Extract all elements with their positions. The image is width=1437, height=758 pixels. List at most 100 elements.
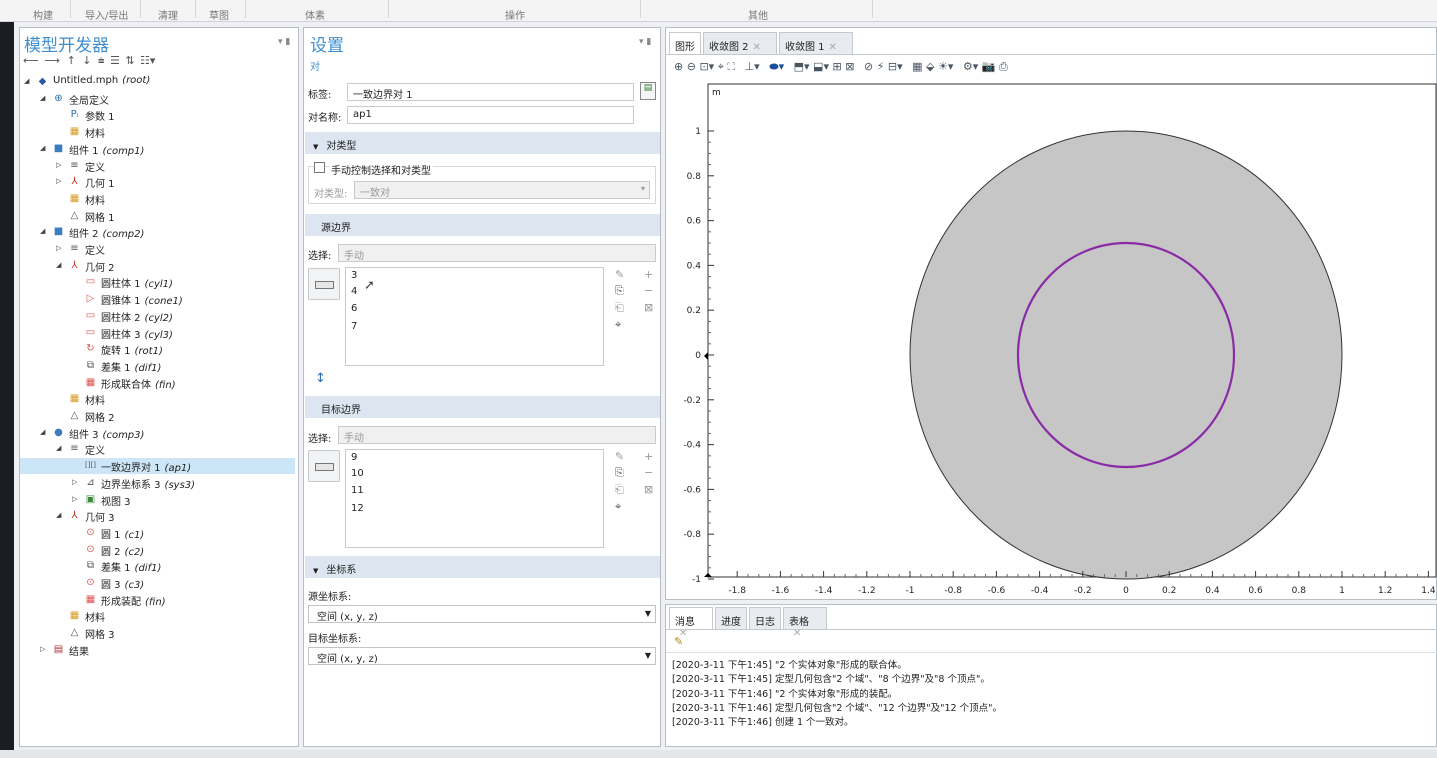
source-activate-button[interactable]: [308, 268, 340, 300]
tree-item[interactable]: ▷ ≡ 定义: [20, 241, 295, 257]
clear-selection-icon[interactable]: ⊠: [845, 60, 855, 73]
tree-item[interactable]: [][] 一致边界对 1 (ap1): [20, 458, 295, 475]
zoom-to-selection-icon[interactable]: ⌖: [615, 500, 622, 513]
arrow-left-icon[interactable]: ⟵: [23, 54, 39, 67]
tree-item[interactable]: ⊙ 圆 2 (c2): [20, 542, 295, 558]
tab[interactable]: 表格✕: [783, 607, 827, 639]
tree-item[interactable]: △ 网格 3: [20, 625, 295, 641]
settings-gear-icon[interactable]: ⚙▾: [962, 60, 979, 73]
tree-item[interactable]: ◢ ≡ 定义: [20, 441, 295, 457]
tree-item[interactable]: △ 网格 1: [20, 208, 295, 224]
tree-item[interactable]: ◢ ■ 组件 1 (comp1): [20, 141, 295, 157]
tab[interactable]: 收敛图 1 ✕: [779, 32, 853, 54]
arrow-down-icon[interactable]: ↓: [82, 54, 92, 67]
sort-icon[interactable]: ⇅: [125, 54, 135, 67]
axis-icon[interactable]: ⊥▾: [744, 60, 760, 73]
coordinate-system-section[interactable]: ▼ 坐标系: [305, 556, 660, 578]
zoom-to-selection-icon[interactable]: ⌖: [615, 318, 622, 331]
list-item[interactable]: 11: [351, 485, 364, 496]
tree-item[interactable]: ▭ 圆柱体 1 (cyl1): [20, 274, 295, 290]
expanded-arrow-icon[interactable]: ◢: [40, 227, 46, 236]
select-boundary-icon[interactable]: ⬓▾: [813, 60, 829, 73]
collapsed-arrow-icon[interactable]: ▷: [56, 177, 62, 186]
tree-item[interactable]: ◢ ● 组件 3 (comp3): [20, 425, 295, 441]
source-coord-select[interactable]: 空间 (x, y, z) ▼: [308, 605, 656, 623]
tree-item[interactable]: ⊙ 圆 3 (c3): [20, 575, 295, 591]
manual-control-checkbox[interactable]: [314, 162, 325, 173]
close-icon[interactable]: ✕: [752, 42, 761, 53]
tree-item[interactable]: ▷ ⅄ 几何 1: [20, 174, 295, 190]
copy-selection-icon[interactable]: ⎘: [615, 466, 624, 479]
copy-selection-icon[interactable]: ⎘: [615, 284, 624, 297]
tree-item[interactable]: △ 网格 2: [20, 408, 295, 424]
tree-item[interactable]: ▭ 圆柱体 3 (cyl3): [20, 325, 295, 341]
grid-icon[interactable]: ▦: [912, 60, 923, 73]
tab[interactable]: 进度: [715, 607, 747, 629]
list-item[interactable]: 3: [351, 270, 358, 281]
hide-icon[interactable]: ⊘: [863, 60, 874, 73]
source-boundary-section[interactable]: 源边界: [305, 214, 660, 236]
target-coord-select[interactable]: 空间 (x, y, z) ▼: [308, 647, 656, 665]
note-icon[interactable]: ▤: [640, 82, 656, 100]
collapsed-arrow-icon[interactable]: ▷: [72, 494, 78, 503]
source-boundary-list[interactable]: 3 4 6 7: [345, 267, 604, 366]
expanded-arrow-icon[interactable]: ◢: [40, 143, 46, 152]
tree-item[interactable]: ◢ ■ 组件 2 (comp2): [20, 224, 295, 240]
close-icon[interactable]: ✕: [679, 628, 688, 639]
expanded-arrow-icon[interactable]: ◢: [56, 511, 62, 520]
list-item[interactable]: 6: [351, 303, 358, 314]
tree-item[interactable]: ▭ 圆柱体 2 (cyl2): [20, 308, 295, 324]
tree-item[interactable]: Pᵢ 参数 1: [20, 107, 295, 123]
tree-item[interactable]: ◢ ⊕ 全局定义: [20, 91, 295, 107]
tree-item[interactable]: ▦ 形成联合体 (fin): [20, 375, 295, 391]
list-item[interactable]: 7: [351, 320, 358, 332]
clear-icon[interactable]: ⊠: [644, 483, 654, 496]
collapsed-arrow-icon[interactable]: ▷: [56, 160, 62, 169]
add-icon[interactable]: +: [644, 450, 654, 463]
tree-item[interactable]: ▷ ⊿ 边界坐标系 3 (sys3): [20, 475, 295, 491]
close-icon[interactable]: ✕: [793, 628, 802, 639]
tree-item[interactable]: ⧉ 差集 1 (dif1): [20, 558, 295, 574]
expanded-arrow-icon[interactable]: ◢: [40, 427, 46, 436]
target-boundary-section[interactable]: 目标边界: [305, 396, 660, 418]
select-domain-icon[interactable]: ⬒▾: [793, 60, 810, 73]
camera-icon[interactable]: 📷: [981, 60, 996, 73]
target-boundary-list[interactable]: 9 10 11 12: [345, 449, 604, 548]
clear-icon[interactable]: ⊠: [644, 301, 654, 314]
list-item[interactable]: 4: [351, 285, 358, 297]
paste-selection-icon[interactable]: ✎: [615, 268, 625, 281]
expanded-arrow-icon[interactable]: ◢: [40, 93, 46, 102]
tree-item[interactable]: ▷ 圆锥体 1 (cone1): [20, 291, 295, 307]
pair-type-section[interactable]: ▼ 对类型: [305, 132, 660, 154]
zoom-box-icon[interactable]: ⊡▾: [699, 60, 715, 73]
tab[interactable]: 日志: [749, 607, 781, 629]
view-icon[interactable]: ⊟▾: [887, 60, 903, 73]
close-icon[interactable]: ✕: [828, 42, 837, 53]
remove-icon[interactable]: −: [644, 284, 654, 297]
list-item[interactable]: 12: [351, 502, 364, 514]
tree-item[interactable]: ⊙ 圆 1 (c1): [20, 525, 295, 541]
expanded-arrow-icon[interactable]: ◢: [24, 77, 30, 85]
tree-item[interactable]: ▷ ▤ 结果: [20, 642, 295, 658]
tree-item[interactable]: ↻ 旋转 1 (rot1): [20, 341, 295, 357]
paste-selection-icon[interactable]: ✎: [615, 450, 625, 463]
tree-item[interactable]: ▦ 材料: [20, 124, 295, 140]
clear-selection-icon[interactable]: ⎗: [615, 301, 624, 314]
tab[interactable]: 图形: [669, 32, 701, 54]
expanded-arrow-icon[interactable]: ◢: [56, 444, 62, 453]
add-icon[interactable]: +: [644, 268, 654, 281]
collapsed-arrow-icon[interactable]: ▷: [40, 644, 46, 653]
arrow-up-icon[interactable]: ↑: [66, 54, 76, 67]
transparency-icon[interactable]: ⬙: [926, 60, 935, 73]
zoom-to-selection-icon[interactable]: ⊞: [832, 60, 842, 73]
expanded-arrow-icon[interactable]: ◢: [56, 260, 62, 269]
label-field[interactable]: 一致边界对 1: [347, 83, 634, 101]
panel-menu-icon[interactable]: ▾ ▮: [639, 37, 652, 47]
list-item[interactable]: 9: [351, 452, 358, 463]
collapsed-arrow-icon[interactable]: ▷: [56, 244, 62, 252]
target-activate-button[interactable]: [308, 450, 340, 482]
tree-item[interactable]: ◢ ⅄ 几何 2: [20, 258, 295, 274]
zoom-selected-icon[interactable]: ⌖: [717, 60, 724, 73]
more-icon[interactable]: ☷▾: [140, 54, 156, 67]
print-icon[interactable]: ⎙: [998, 60, 1008, 73]
